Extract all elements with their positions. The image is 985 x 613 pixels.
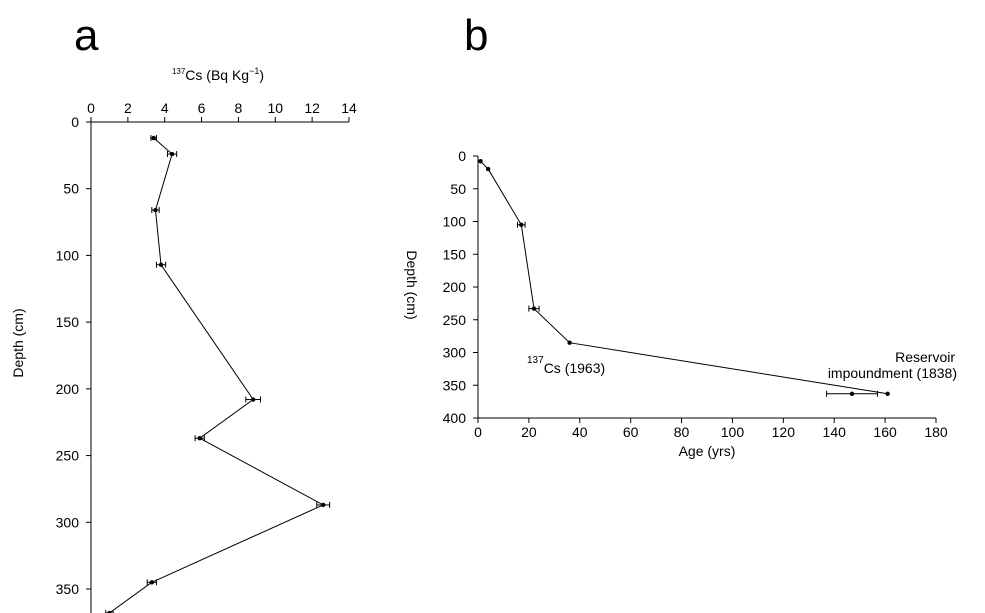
- chart-b-x-tick-label: 140: [823, 424, 847, 440]
- chart-a-data-point: [158, 262, 164, 267]
- chart-a-data-point: [169, 151, 175, 157]
- chart-a-xlabel-sup-mass: 137: [172, 67, 186, 76]
- chart-b-y-tick-label: 400: [443, 410, 467, 426]
- chart-a-data-point: [151, 135, 156, 141]
- chart-b-data-point: [885, 391, 890, 396]
- chart-b-extra-point: [849, 391, 855, 396]
- chart-b-xlabel: Age (yrs): [679, 443, 736, 459]
- chart-b-ylabel: Depth (cm): [404, 250, 420, 319]
- chart-b-x-tick-label: 20: [521, 424, 537, 440]
- chart-a-xlabel-close: ): [259, 67, 264, 83]
- chart-b-x-tick-label: 0: [474, 424, 482, 440]
- chart-b-annotation-cs-sup: 137: [527, 355, 544, 366]
- chart-b-y-tick-label: 150: [443, 246, 467, 262]
- chart-a-ylabel: Depth (cm): [10, 308, 26, 377]
- chart-a-series-line: [109, 137, 325, 613]
- chart-a-x-tick-label: 14: [341, 100, 357, 116]
- panel-b-letter: b: [464, 11, 488, 60]
- panel-a-letter: a: [74, 11, 99, 60]
- chart-a-x-tick-label: 12: [304, 100, 320, 116]
- chart-a: 0 2 4 6 8 10 12 14 0 50 100 150 200 250 300 350: [56, 100, 357, 613]
- chart-b-y-tick-label: 50: [450, 181, 466, 197]
- chart-b-annotation-cs: 137Cs (1963): [527, 355, 605, 376]
- chart-a-y-tick-label: 350: [56, 581, 80, 597]
- chart-b-x-tick-label: 60: [623, 424, 639, 440]
- chart-a-x-tick-label: 4: [161, 100, 169, 116]
- chart-b-data-point: [478, 159, 483, 164]
- chart-b-y-tick-label: 100: [443, 214, 467, 230]
- chart-a-xlabel: 137Cs (Bq Kg−1): [172, 66, 264, 83]
- chart-a-y-tick-label: 250: [56, 448, 80, 464]
- chart-a-x-tick-label: 2: [124, 100, 132, 116]
- chart-b-x-tick-label: 80: [674, 424, 690, 440]
- chart-b-annotation-reservoir-line2: impoundment (1838): [828, 365, 957, 381]
- chart-b-y-tick-label: 0: [458, 148, 466, 164]
- chart-b-x-tick-label: 160: [873, 424, 897, 440]
- chart-a-x-tick-label: 8: [235, 100, 243, 116]
- chart-a-data-point: [153, 207, 158, 213]
- chart-b-annotation-reservoir-line1: Reservoir: [895, 349, 955, 365]
- chart-a-x-tick-label: 10: [267, 100, 283, 116]
- chart-b-data-point: [567, 340, 572, 345]
- chart-a-data-point: [197, 436, 202, 441]
- chart-a-y-tick-label: 200: [56, 381, 80, 397]
- chart-b-data-point: [519, 222, 524, 227]
- chart-b-y-tick-label: 350: [443, 377, 467, 393]
- chart-b-y-tick-label: 300: [443, 345, 467, 361]
- chart-b: 0 20 40 60 80 100 120 140 160 180 0 50 100 150 200 250 3…: [443, 148, 948, 440]
- chart-b-annotation-cs-main: Cs (1963): [544, 360, 605, 376]
- chart-a-xlabel-main: Cs (Bq Kg: [185, 67, 249, 83]
- chart-a-xlabel-sup-exp: −1: [249, 66, 259, 76]
- chart-b-x-tick-label: 40: [572, 424, 588, 440]
- chart-a-y-tick-label: 50: [63, 181, 79, 197]
- chart-a-data-point: [149, 580, 155, 585]
- chart-b-x-tick-label: 100: [721, 424, 745, 440]
- chart-a-x-tick-label: 0: [87, 100, 95, 116]
- chart-a-data-point: [107, 610, 112, 613]
- chart-b-data-point: [485, 166, 491, 172]
- chart-b-data-point: [531, 306, 537, 311]
- chart-a-y-tick-label: 300: [56, 514, 80, 530]
- chart-a-y-tick-label: 0: [71, 114, 79, 130]
- chart-b-x-tick-label: 120: [772, 424, 796, 440]
- chart-a-y-tick-label: 100: [56, 247, 80, 263]
- chart-b-y-tick-label: 250: [443, 312, 467, 328]
- chart-a-x-tick-label: 6: [198, 100, 206, 116]
- chart-b-y-tick-label: 200: [443, 279, 467, 295]
- chart-a-y-tick-label: 150: [56, 314, 80, 330]
- chart-a-data-point: [321, 502, 326, 508]
- chart-b-x-tick-label: 180: [924, 424, 948, 440]
- chart-a-data-point: [250, 397, 256, 402]
